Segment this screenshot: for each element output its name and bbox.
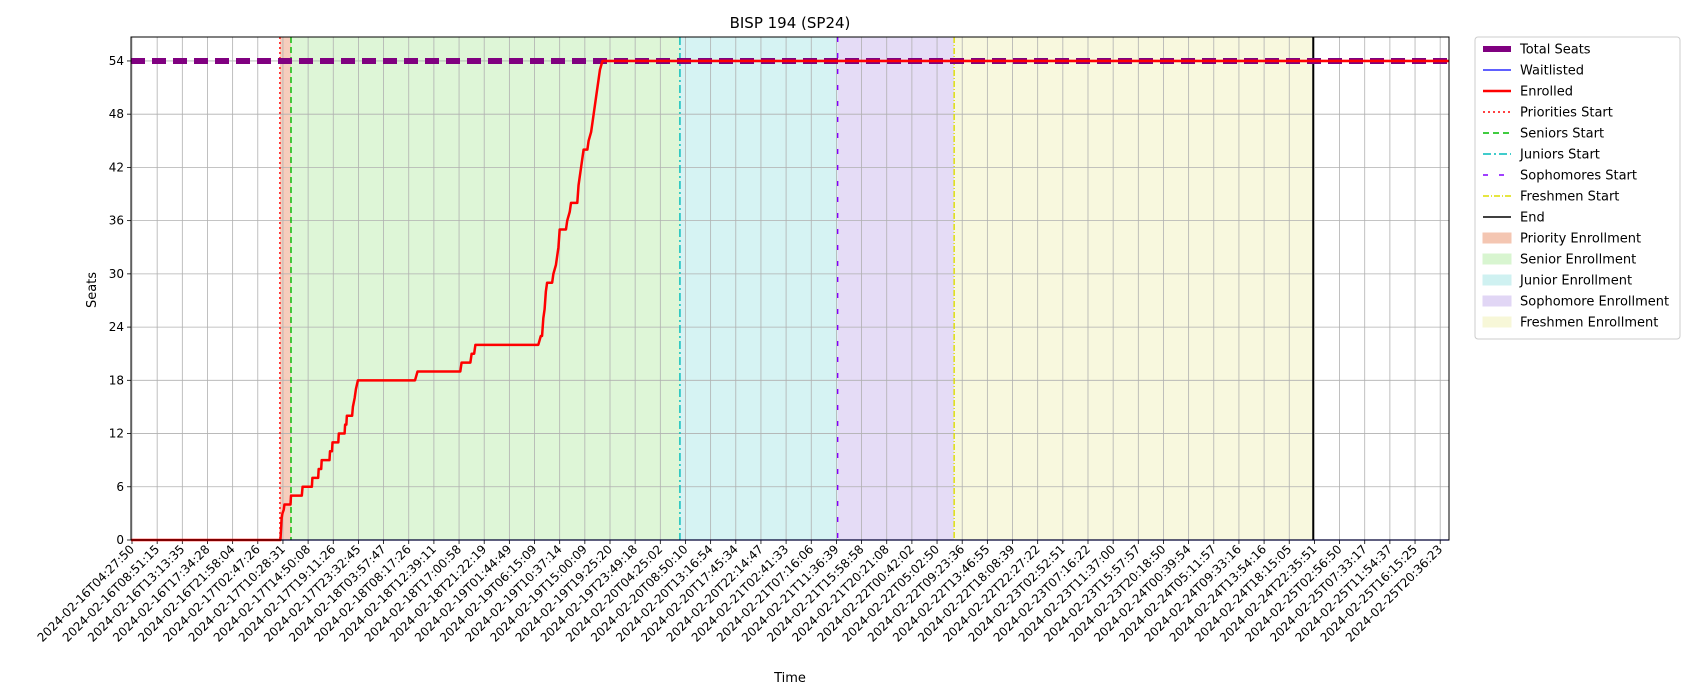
legend-label: Priorities Start xyxy=(1520,106,1613,121)
y-tick-label: 48 xyxy=(109,107,124,121)
legend-label: Freshmen Enrollment xyxy=(1520,316,1658,331)
legend: Total Seats Waitlisted Enrolled Priorities … xyxy=(1474,36,1681,340)
y-tick-label: 24 xyxy=(109,320,124,334)
legend-swatch xyxy=(1482,316,1512,328)
y-tick-label: 18 xyxy=(109,373,124,387)
legend-label: Sophomore Enrollment xyxy=(1520,295,1669,310)
legend-label: Senior Enrollment xyxy=(1520,253,1636,268)
legend-label: Seniors Start xyxy=(1520,127,1604,142)
region-freshmen-enrollment xyxy=(954,37,1314,540)
legend-label: Sophomores Start xyxy=(1520,169,1637,184)
legend-label: Total Seats xyxy=(1519,43,1591,58)
region-junior-enrollment xyxy=(679,37,838,540)
y-tick-label: 0 xyxy=(116,533,124,547)
legend-label: Waitlisted xyxy=(1520,64,1584,79)
series-enrolled xyxy=(131,59,1449,542)
region-priority-enrollment xyxy=(279,37,292,540)
plot-frame xyxy=(130,36,1450,541)
x-axis-label: Time xyxy=(773,671,806,686)
legend-swatch xyxy=(1482,232,1512,244)
legend-swatch xyxy=(1482,253,1512,265)
y-tick-label: 30 xyxy=(109,267,124,281)
y-tick-label: 36 xyxy=(109,214,124,228)
legend-label: Enrolled xyxy=(1520,85,1573,100)
region-sophomore-enrollment xyxy=(837,37,955,540)
y-axis-label: Seats xyxy=(85,272,100,308)
legend-label: Priority Enrollment xyxy=(1520,232,1641,247)
y-tick-label: 42 xyxy=(109,160,124,174)
legend-label: Juniors Start xyxy=(1519,148,1600,163)
legend-swatch xyxy=(1482,295,1512,307)
legend-label: End xyxy=(1520,211,1545,226)
legend-label: Junior Enrollment xyxy=(1519,274,1632,289)
chart-title: BISP 194 (SP24) xyxy=(730,14,851,32)
legend-label: Freshmen Start xyxy=(1520,190,1619,205)
legend-frame xyxy=(1474,36,1681,340)
region-senior-enrollment xyxy=(291,37,680,540)
y-tick-label: 54 xyxy=(109,54,124,68)
plot-area: 2024-02-16T04:27:502024-02-16T08:51:1520… xyxy=(35,36,1450,645)
y-tick-label: 12 xyxy=(109,427,124,441)
legend-swatch xyxy=(1482,274,1512,286)
y-tick-label: 6 xyxy=(116,480,124,494)
